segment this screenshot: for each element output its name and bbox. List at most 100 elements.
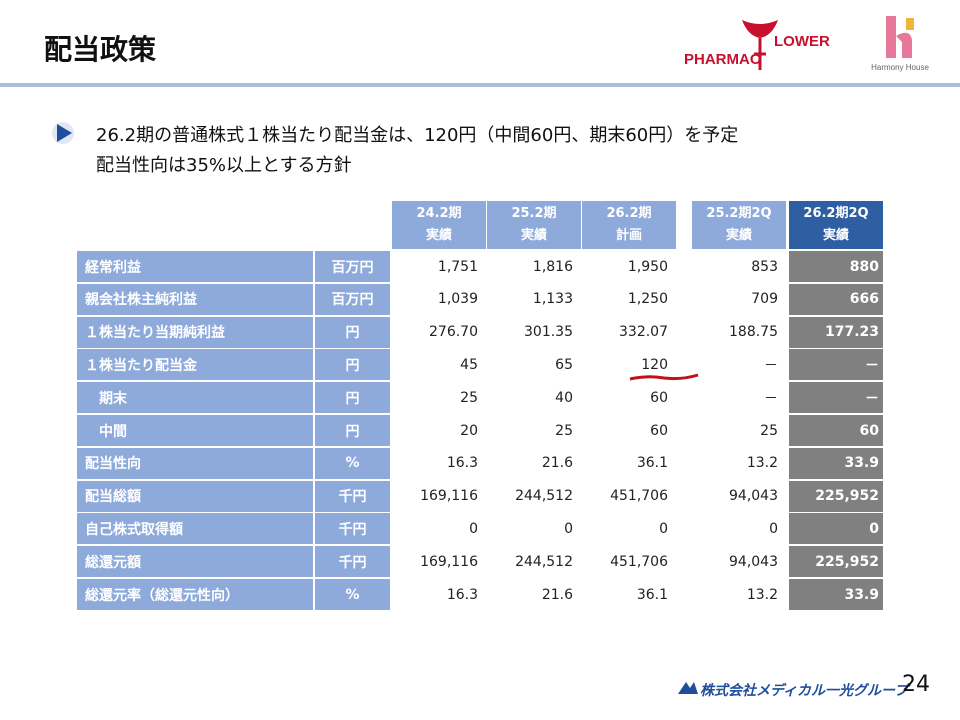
title-rule <box>0 83 960 87</box>
table-value: 16.3 <box>446 455 478 472</box>
table-value: 225,952 <box>789 480 883 512</box>
table-value: 177.23 <box>789 316 883 348</box>
table-value: 853 <box>751 258 778 275</box>
column-header: 25.2期実績 <box>487 201 581 249</box>
logo-pharmaflower: PHARMAC LOWER <box>684 20 830 70</box>
row-unit: 千円 <box>315 480 390 512</box>
row-label: 自己株式取得額 <box>77 513 313 545</box>
table-value: 301.35 <box>524 324 573 341</box>
row-unit: % <box>315 579 390 610</box>
logo-text: LOWER <box>774 33 830 50</box>
column-header-text: 24.2期 <box>416 206 462 221</box>
row-label: 総還元額 <box>77 546 313 578</box>
page-number: 24 <box>902 672 930 697</box>
table-value: 0 <box>469 520 478 537</box>
table-value: 36.1 <box>636 455 668 472</box>
row-label: １株当たり当期純利益 <box>77 316 313 348</box>
table-value: 244,512 <box>515 488 573 505</box>
row-label: 期末 <box>77 382 313 414</box>
column-header-text: 26.2期2Q <box>803 206 869 221</box>
logo-harmony: Harmony House <box>871 16 929 72</box>
row-label: 配当性向 <box>77 447 313 479</box>
column-header-text: 実績 <box>822 228 849 243</box>
row-unit: 百万円 <box>315 251 390 282</box>
table-value: 60 <box>789 415 883 446</box>
row-label: １株当たり配当金 <box>77 349 313 381</box>
table-value: 0 <box>564 520 573 537</box>
row-unit: 千円 <box>315 513 390 545</box>
table-value: 94,043 <box>729 553 778 570</box>
column-header-text: 計画 <box>615 228 642 243</box>
table-value: 21.6 <box>541 586 573 603</box>
column-header: 26.2期2Q 実績 <box>789 201 883 249</box>
row-label: 経常利益 <box>77 251 313 282</box>
table-value: 0 <box>769 520 778 537</box>
table-value: 188.75 <box>729 324 778 341</box>
column-header-text: 実績 <box>725 228 752 243</box>
row-label: 総還元率（総還元性向） <box>77 579 313 610</box>
table-value: － <box>789 382 883 414</box>
table-value: 25 <box>460 389 478 406</box>
row-unit: % <box>315 447 390 479</box>
table-value: 276.70 <box>429 324 478 341</box>
table-value: 880 <box>789 251 883 282</box>
table-value: － <box>764 390 778 407</box>
table-value: － <box>789 349 883 381</box>
row-label: 親会社株主純利益 <box>77 283 313 315</box>
column-header-text: 25.2期2Q <box>706 206 772 221</box>
table-value: 36.1 <box>636 586 668 603</box>
table-value: 169,116 <box>420 488 478 505</box>
table-value: 1,751 <box>437 258 478 275</box>
table-value: 60 <box>650 389 668 406</box>
table-value: 45 <box>460 356 478 373</box>
table-value: 20 <box>460 422 478 439</box>
column-header-text: 25.2期 <box>511 206 557 221</box>
table-value: 1,816 <box>532 258 573 275</box>
column-header-text: 実績 <box>520 228 547 243</box>
table-value: 709 <box>751 291 778 308</box>
table-value: 451,706 <box>610 488 668 505</box>
table-value: 120 <box>641 356 668 373</box>
slide-title: 配当政策 <box>44 33 157 66</box>
table-value: 1,133 <box>532 291 573 308</box>
table-value: 13.2 <box>746 586 778 603</box>
row-label: 配当総額 <box>77 480 313 512</box>
company-name: 株式会社メディカル一光グループ <box>700 683 909 699</box>
table-value: 451,706 <box>610 553 668 570</box>
company-logo-icon <box>678 682 698 694</box>
row-unit: 円 <box>315 415 390 446</box>
table-value: 25 <box>555 422 573 439</box>
row-label: 中間 <box>77 415 313 446</box>
table-value: 1,039 <box>437 291 478 308</box>
table-value: 33.9 <box>789 579 883 610</box>
table-value: 25 <box>760 422 778 439</box>
column-header: 25.2期2Q 実績 <box>692 201 786 249</box>
row-unit: 円 <box>315 349 390 381</box>
table-value: 225,952 <box>789 546 883 578</box>
table-value: 60 <box>650 422 668 439</box>
column-header: 26.2期計画 <box>582 201 676 249</box>
table-value: 21.6 <box>541 455 573 472</box>
bullet-icon <box>52 122 74 144</box>
logo-text: Harmony House <box>871 63 929 72</box>
table-value: 16.3 <box>446 586 478 603</box>
row-unit: 千円 <box>315 546 390 578</box>
row-unit: 百万円 <box>315 283 390 315</box>
table-value: 1,250 <box>627 291 668 308</box>
table-value: 0 <box>659 520 668 537</box>
table-value: 332.07 <box>619 324 668 341</box>
table-value: 65 <box>555 356 573 373</box>
table-value: 33.9 <box>789 447 883 479</box>
bullet-text: 26.2期の普通株式１株当たり配当金は、120円（中間60円、期末60円）を予定 <box>96 125 739 146</box>
table-value: － <box>764 357 778 374</box>
table-value: 94,043 <box>729 488 778 505</box>
logo-text: PHARMAC <box>684 51 761 68</box>
handwritten-mark <box>629 373 699 381</box>
table-value: 40 <box>555 389 573 406</box>
bullet-text: 配当性向は35%以上とする方針 <box>96 155 352 176</box>
column-header-text: 26.2期 <box>606 206 652 221</box>
table-value: 169,116 <box>420 553 478 570</box>
table-value: 244,512 <box>515 553 573 570</box>
row-unit: 円 <box>315 382 390 414</box>
